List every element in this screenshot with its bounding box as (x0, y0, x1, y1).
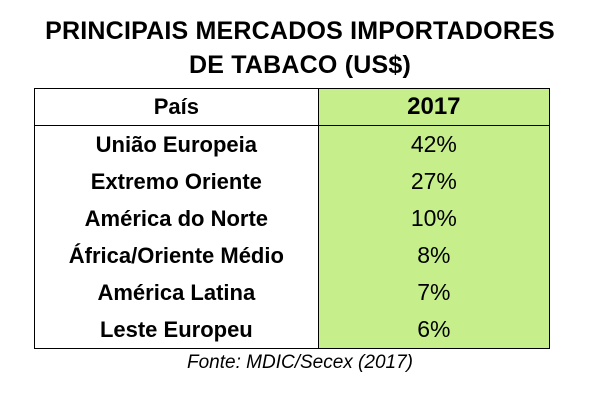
table-row: União Europeia 42% (34, 125, 550, 163)
table-body: União Europeia 42% Extremo Oriente 27% Améri… (34, 125, 550, 349)
country-cell: América do Norte (34, 200, 319, 237)
title-line-1: PRINCIPAIS MERCADOS IMPORTADORES (45, 17, 555, 45)
country-cell: Leste Europeu (34, 311, 319, 349)
source-note: Fonte: MDIC/Secex (2017) (187, 352, 413, 373)
value-cell: 7% (318, 274, 550, 311)
table-row: África/Oriente Médio 8% (34, 237, 550, 274)
value-cell: 42% (318, 125, 550, 163)
importers-table: País 2017 União Europeia 42% Extremo Orien… (34, 88, 550, 349)
table-row: Extremo Oriente 27% (34, 163, 550, 200)
chart-title: PRINCIPAIS MERCADOS IMPORTADORES DE TABA… (0, 14, 600, 82)
value-cell: 10% (318, 200, 550, 237)
header-row: País 2017 (34, 88, 550, 126)
header-country: País (34, 88, 319, 126)
country-cell: América Latina (34, 274, 319, 311)
country-cell: União Europeia (34, 125, 319, 163)
table-row: Leste Europeu 6% (34, 311, 550, 349)
country-cell: Extremo Oriente (34, 163, 319, 200)
value-cell: 6% (318, 311, 550, 349)
header-year: 2017 (318, 88, 550, 126)
value-cell: 27% (318, 163, 550, 200)
title-line-2: DE TABACO (US$) (189, 51, 411, 79)
table-row: América do Norte 10% (34, 200, 550, 237)
value-cell: 8% (318, 237, 550, 274)
table-row: América Latina 7% (34, 274, 550, 311)
country-cell: África/Oriente Médio (34, 237, 319, 274)
